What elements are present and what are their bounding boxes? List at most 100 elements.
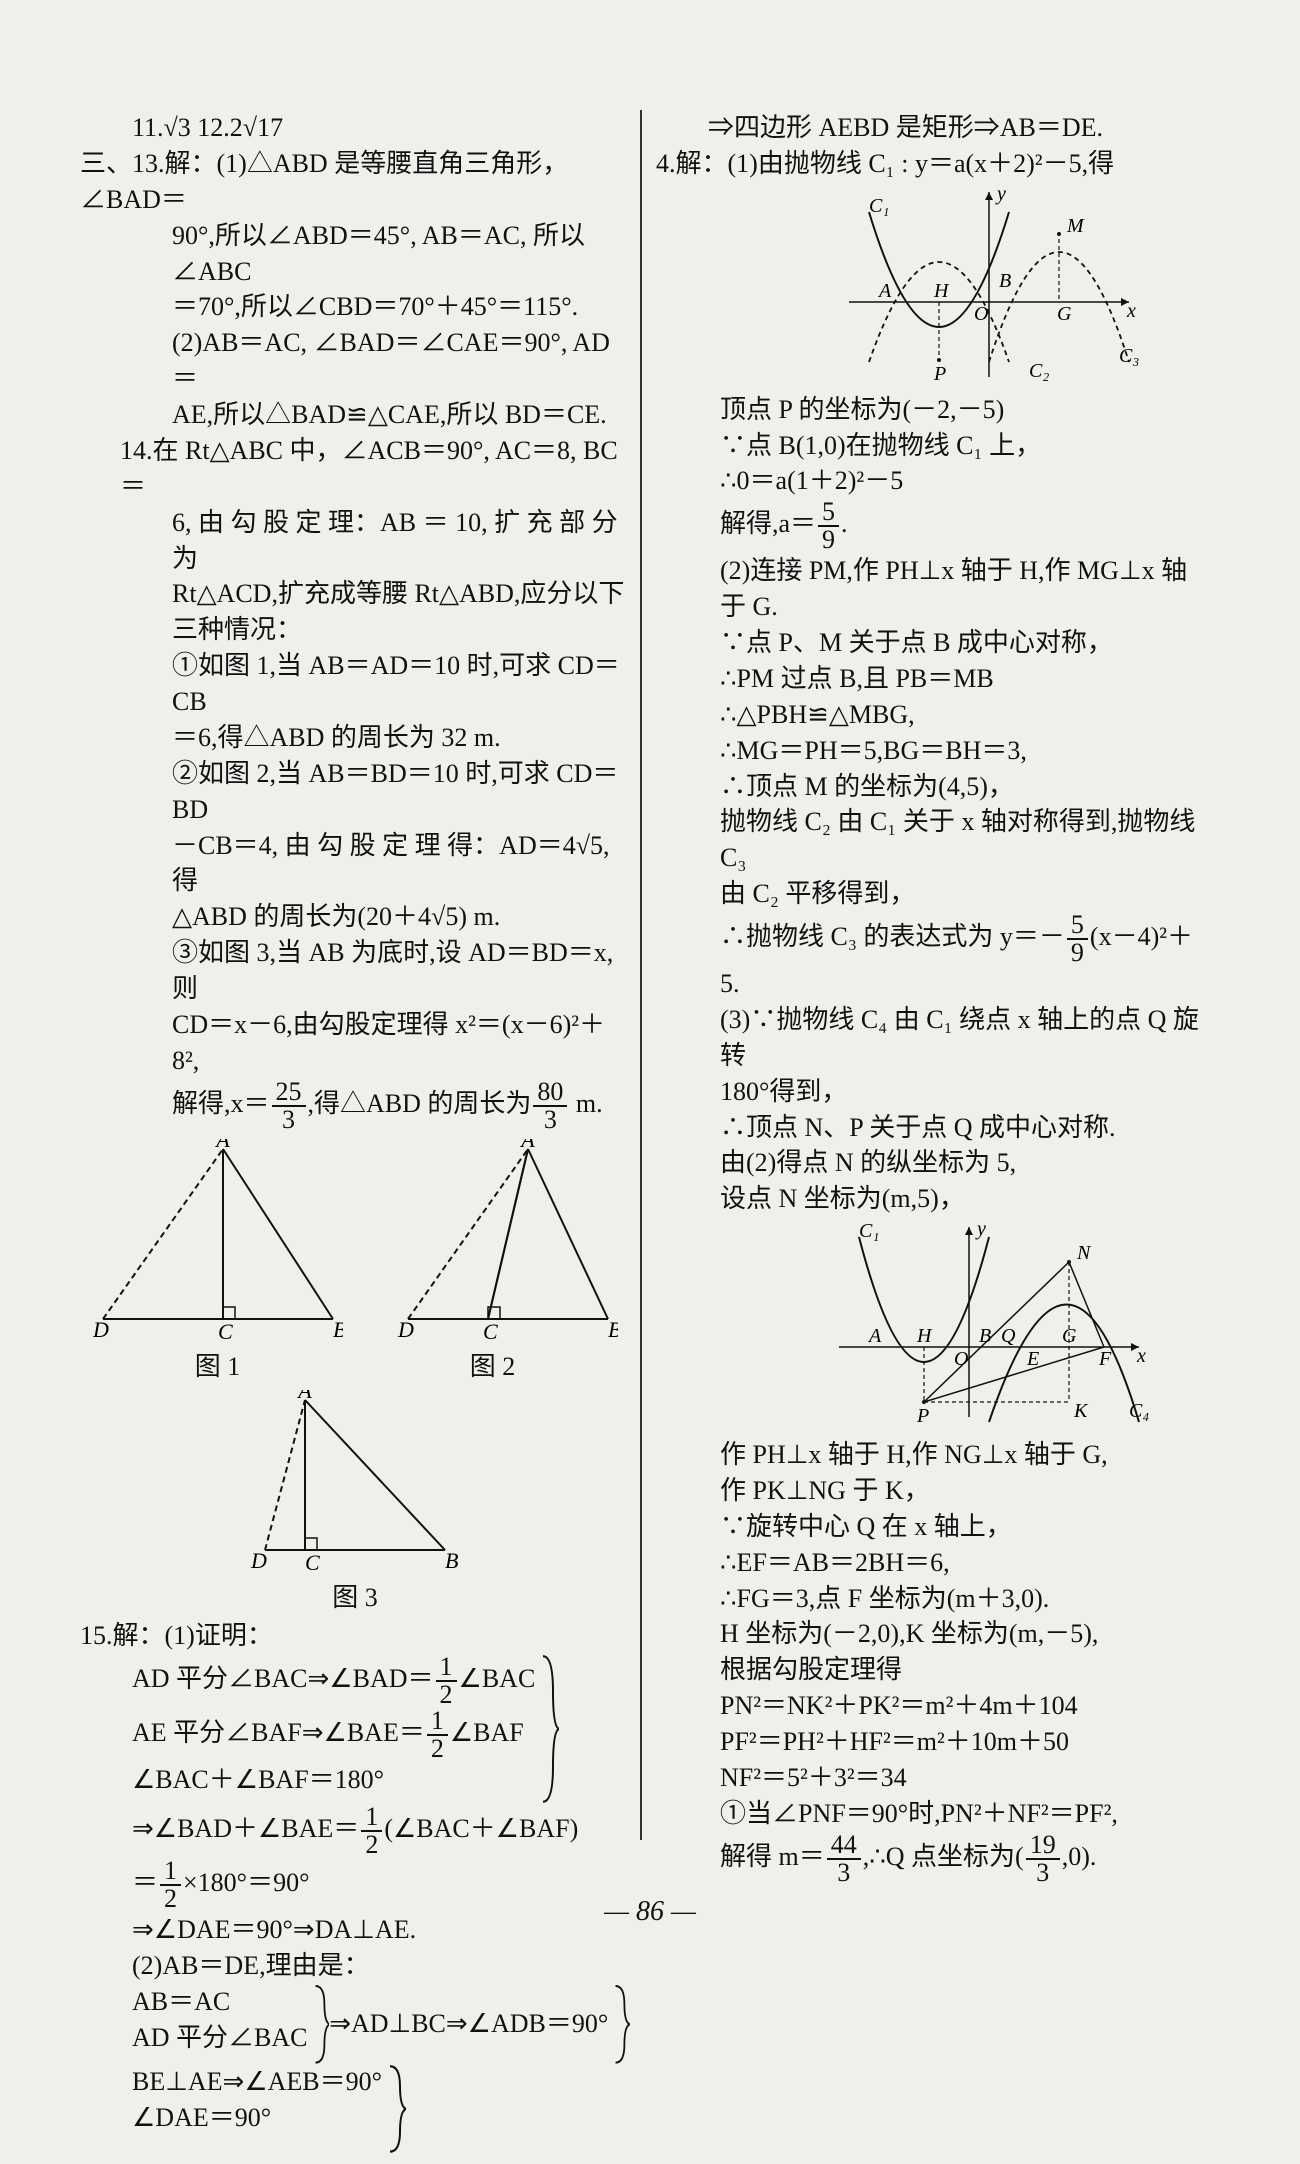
r-l5e: ∴FG＝3,点 F 坐标为(m＋3,0). bbox=[656, 1581, 1202, 1617]
right-brace-icon-3 bbox=[612, 1984, 630, 2065]
svg-text:F: F bbox=[1098, 1348, 1112, 1370]
q14-line12-c: m. bbox=[569, 1089, 602, 1118]
svg-text:x: x bbox=[1126, 300, 1136, 322]
figure-2: A B C D 图 2 bbox=[368, 1139, 618, 1385]
frac-19-3: 193 bbox=[1024, 1832, 1062, 1886]
svg-text:x: x bbox=[1136, 1345, 1146, 1367]
svg-text:H: H bbox=[916, 1325, 933, 1347]
r-l5c: ∵旋转中心 Q 在 x 轴上， bbox=[656, 1509, 1202, 1545]
svg-text:D: D bbox=[93, 1317, 109, 1339]
svg-text:B: B bbox=[999, 270, 1011, 292]
r-l4o: ∴抛物线 C₃ 的表达式为 y＝－59(x－4)²＋5. bbox=[656, 912, 1202, 1002]
svg-text:B: B bbox=[333, 1317, 343, 1339]
brace-group-2: AB＝AC AD 平分∠BAC ⇒AD⊥BC⇒∠ADB＝90° bbox=[132, 1984, 630, 2065]
right-brace-icon-2 bbox=[312, 1984, 330, 2065]
r-l5a: 作 PH⊥x 轴于 H,作 NG⊥x 轴于 G, bbox=[656, 1437, 1202, 1473]
answer-11-12: 11.√3 12.2√17 bbox=[80, 110, 630, 146]
r-l4k: ∴MG＝PH＝5,BG＝BH＝3, bbox=[656, 733, 1202, 769]
r-l5i: PF²＝PH²＋HF²＝m²＋10m＋50 bbox=[656, 1724, 1202, 1760]
r-l4c: ∵点 B(1,0)在抛物线 C₁ 上， bbox=[656, 428, 1202, 464]
brace1-l2: AE 平分∠BAF⇒∠BAE＝12∠BAF bbox=[132, 1708, 535, 1762]
svg-text:N: N bbox=[1076, 1242, 1092, 1264]
q14-line7: ②如图 2,当 AB＝BD＝10 时,可求 CD＝BD bbox=[80, 756, 630, 828]
r-l4q: 180°得到， bbox=[656, 1074, 1202, 1110]
frac-1-2-a: 12 bbox=[434, 1654, 459, 1708]
figure-3: A B C D 图 3 bbox=[245, 1390, 465, 1616]
r-l5l: 解得 m＝443,∴Q 点坐标为(193,0). bbox=[656, 1832, 1202, 1886]
r-l4h: ∵点 P、M 关于点 B 成中心对称， bbox=[656, 625, 1202, 661]
svg-text:Q: Q bbox=[1001, 1325, 1016, 1347]
svg-text:M: M bbox=[1066, 215, 1085, 237]
brace-group-3: BE⊥AE⇒∠AEB＝90° ∠DAE＝90° bbox=[132, 2064, 630, 2154]
svg-text:B: B bbox=[608, 1317, 618, 1339]
svg-text:B: B bbox=[445, 1548, 458, 1570]
svg-text:P: P bbox=[916, 1405, 929, 1427]
q13-line2: 90°,所以∠ABD＝45°, AB＝AC, 所以∠ABC bbox=[80, 218, 630, 290]
q14-line11: CD＝x－6,由勾股定理得 x²＝(x－6)²＋8², bbox=[80, 1007, 630, 1079]
r-l5f: H 坐标为(－2,0),K 坐标为(m,－5), bbox=[656, 1616, 1202, 1652]
frac-80-3: 803 bbox=[531, 1079, 569, 1133]
brace1-l3: ∠BAC＋∠BAF＝180° bbox=[132, 1762, 535, 1798]
svg-text:C: C bbox=[305, 1550, 320, 1570]
figure-parabola-2: C₁ N C₄ A H B Q O E G F P K x y bbox=[776, 1217, 1202, 1437]
q15-line2: ⇒∠BAD＋∠BAE＝12(∠BAC＋∠BAF) bbox=[80, 1804, 630, 1858]
r-l4r: ∴顶点 N、P 关于点 Q 成中心对称. bbox=[656, 1110, 1202, 1146]
brace1-l1: AD 平分∠BAC⇒∠BAD＝12∠BAC bbox=[132, 1654, 535, 1708]
svg-text:O: O bbox=[954, 1348, 968, 1370]
frac-25-3: 253 bbox=[270, 1079, 308, 1133]
svg-text:A: A bbox=[296, 1390, 312, 1403]
svg-text:G: G bbox=[1057, 303, 1072, 325]
svg-text:C: C bbox=[483, 1319, 498, 1339]
brace3-l1: BE⊥AE⇒∠AEB＝90° bbox=[132, 2064, 382, 2100]
brace2-l2: AD 平分∠BAC bbox=[132, 2020, 308, 2056]
r-l4d: ∴0＝a(1＋2)²－5 bbox=[656, 463, 1202, 499]
q14-line1: 14.在 Rt△ABC 中，∠ACB＝90°, AC＝8, BC＝ bbox=[80, 433, 630, 505]
r-l4i: ∴PM 过点 B,且 PB＝MB bbox=[656, 661, 1202, 697]
r-l4g: 于 G. bbox=[656, 589, 1202, 625]
figures-row-1-2: A B C D 图 1 A bbox=[80, 1139, 630, 1385]
brace-group-1: AD 平分∠BAC⇒∠BAD＝12∠BAC AE 平分∠BAF⇒∠BAE＝12∠… bbox=[132, 1654, 630, 1804]
r-l5d: ∴EF＝AB＝2BH＝6, bbox=[656, 1545, 1202, 1581]
page-number: — 86 — bbox=[0, 1896, 1300, 1928]
q13-line5: AE,所以△BAD≌△CAE,所以 BD＝CE. bbox=[80, 397, 630, 433]
q14-line5: ①如图 1,当 AB＝AD＝10 时,可求 CD＝CB bbox=[80, 648, 630, 720]
frac-5-9-a: 59 bbox=[816, 499, 841, 553]
r-l5g: 根据勾股定理得 bbox=[656, 1652, 1202, 1688]
q14-line4: 三种情况： bbox=[80, 612, 630, 648]
r-l4e: 解得,a＝59. bbox=[656, 499, 1202, 553]
frac-1-2-b: 12 bbox=[425, 1708, 450, 1762]
figure-3-label: 图 3 bbox=[245, 1580, 465, 1616]
r-l4j: ∴△PBH≌△MBG, bbox=[656, 697, 1202, 733]
right-column: ⇒四边形 AEBD 是矩形⇒AB＝DE. 4.解：(1)由抛物线 C₁ : y＝… bbox=[642, 110, 1202, 1840]
r-q4-line1: 4.解：(1)由抛物线 C₁ : y＝a(x＋2)²－5,得 bbox=[656, 146, 1202, 182]
r-l4t: 设点 N 坐标为(m,5)， bbox=[656, 1181, 1202, 1217]
svg-text:C: C bbox=[218, 1319, 233, 1339]
q13-line1: 三、13.解：(1)△ABD 是等腰直角三角形，∠BAD＝ bbox=[80, 146, 630, 218]
q14-line6: ＝6,得△ABD 的周长为 32 m. bbox=[80, 720, 630, 756]
r-l5h: PN²＝NK²＋PK²＝m²＋4m＋104 bbox=[656, 1688, 1202, 1724]
q14-line12: 解得,x＝253,得△ABD 的周长为803 m. bbox=[80, 1079, 630, 1133]
svg-text:P: P bbox=[933, 363, 946, 382]
q15-line1: 15.解：(1)证明： bbox=[80, 1618, 630, 1654]
svg-text:C₁: C₁ bbox=[859, 1220, 879, 1242]
q14-line10: ③如图 3,当 AB 为底时,设 AD＝BD＝x,则 bbox=[80, 935, 630, 1007]
svg-text:C₄: C₄ bbox=[1129, 1400, 1149, 1422]
svg-text:D: D bbox=[397, 1317, 414, 1339]
q14-line3: Rt△ACD,扩充成等腰 Rt△ABD,应分以下 bbox=[80, 576, 630, 612]
r-l5k: ①当∠PNF＝90°时,PN²＋NF²＝PF², bbox=[656, 1796, 1202, 1832]
q14-line12-a: 解得,x＝ bbox=[172, 1089, 270, 1118]
q14-line2: 6, 由 勾 股 定 理：AB ＝ 10, 扩 充 部 分 为 bbox=[80, 505, 630, 577]
svg-text:C₁: C₁ bbox=[869, 195, 889, 217]
figure-parabola-1: C₁ M C₃ C₂ B A H O G P x y bbox=[776, 182, 1202, 392]
r-l4l: ∴顶点 M 的坐标为(4,5)， bbox=[656, 769, 1202, 805]
svg-text:B: B bbox=[979, 1325, 991, 1347]
q13-line4: (2)AB＝AC, ∠BAD＝∠CAE＝90°, AD＝ bbox=[80, 325, 630, 397]
brace2-l1: AB＝AC bbox=[132, 1984, 308, 2020]
svg-text:E: E bbox=[1026, 1348, 1039, 1370]
q14-line9: △ABD 的周长为(20＋4√5) m. bbox=[80, 899, 630, 935]
figure-2-label: 图 2 bbox=[368, 1349, 618, 1385]
r-l4s: 由(2)得点 N 的纵坐标为 5, bbox=[656, 1145, 1202, 1181]
r-l5b: 作 PK⊥NG 于 K， bbox=[656, 1473, 1202, 1509]
r-l4b: 顶点 P 的坐标为(－2,－5) bbox=[656, 392, 1202, 428]
brace2-right: ⇒AD⊥BC⇒∠ADB＝90° bbox=[329, 2006, 608, 2042]
